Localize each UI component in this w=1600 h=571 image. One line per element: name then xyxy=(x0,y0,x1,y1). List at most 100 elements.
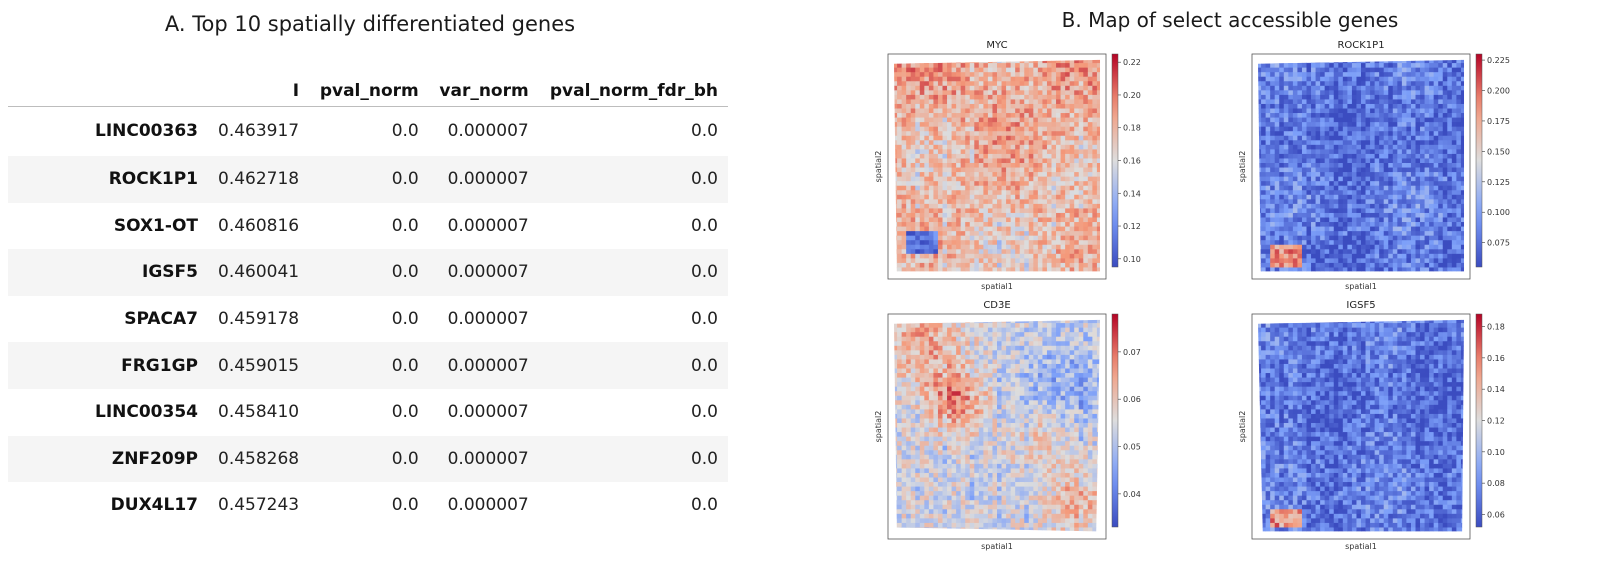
tissue-cell xyxy=(1279,172,1285,178)
tissue-cell xyxy=(1415,90,1421,96)
tissue-cell xyxy=(997,262,1002,268)
tissue-cell xyxy=(1006,163,1012,168)
tissue-cell xyxy=(1033,153,1039,159)
tissue-cell xyxy=(1069,235,1075,241)
tissue-cell xyxy=(951,131,957,137)
tissue-cell xyxy=(1429,144,1435,150)
tissue-cell xyxy=(1406,194,1412,200)
colorbar xyxy=(1111,53,1119,268)
tissue-cell xyxy=(1010,67,1016,73)
tissue-cell xyxy=(933,153,939,159)
tissue-cell xyxy=(969,67,975,73)
tissue-cell xyxy=(1033,226,1039,232)
tissue-cell xyxy=(1429,217,1435,223)
tissue-cell xyxy=(933,181,939,187)
tissue-cell xyxy=(1379,231,1385,237)
tissue-cell xyxy=(1410,59,1416,64)
tissue-cell xyxy=(1074,258,1080,264)
tissue-cell xyxy=(1460,90,1465,96)
tissue-cell xyxy=(894,76,898,82)
tissue-cell xyxy=(1401,158,1407,164)
tissue-cell xyxy=(1087,172,1093,178)
tissue-cell xyxy=(937,181,943,187)
tissue-cell xyxy=(1410,212,1416,218)
tissue-cell xyxy=(1324,253,1330,259)
tissue-cell xyxy=(1006,167,1012,173)
tissue-cell xyxy=(901,345,907,351)
tissue-cell xyxy=(1092,131,1098,137)
tissue-cell xyxy=(1379,144,1385,150)
tissue-cell xyxy=(951,135,957,141)
tissue-cell xyxy=(1442,199,1448,205)
tissue-cell xyxy=(1265,81,1271,87)
tissue-cell xyxy=(1379,122,1385,128)
tissue-cell xyxy=(1351,90,1357,96)
tissue-cell xyxy=(1433,122,1439,128)
tissue-cell xyxy=(1420,126,1425,132)
tissue-cell xyxy=(1361,199,1366,205)
tissue-cell xyxy=(947,267,952,272)
tissue-cell xyxy=(1069,59,1075,64)
tissue-cell xyxy=(1274,76,1280,82)
tissue-cell xyxy=(1001,67,1007,73)
tissue-cell xyxy=(1429,131,1435,137)
colorbar-tick-label: 0.16 xyxy=(1123,157,1141,166)
tissue-cell xyxy=(894,418,898,424)
tissue-cell xyxy=(1388,85,1394,91)
tissue-cell xyxy=(910,244,916,250)
tissue-cell xyxy=(933,190,939,196)
tissue-cell xyxy=(1015,135,1021,141)
tissue-cell xyxy=(897,208,903,214)
tissue-cell xyxy=(1087,240,1093,246)
tissue-cell xyxy=(1383,190,1389,196)
tissue-cell xyxy=(1329,131,1335,137)
tissue-cell xyxy=(1361,81,1366,87)
column-header-pval-norm: pval_norm xyxy=(309,80,429,107)
tissue-cell xyxy=(1429,135,1435,141)
tissue-cell xyxy=(1361,181,1366,187)
tissue-cell xyxy=(1046,231,1052,237)
tissue-cell xyxy=(915,181,921,187)
tissue-cell xyxy=(978,231,984,237)
tissue-cell xyxy=(906,185,912,191)
tissue-cell xyxy=(1301,149,1307,155)
tissue-cell xyxy=(1265,99,1271,105)
tissue-cell xyxy=(1051,194,1057,200)
tissue-cell xyxy=(1447,76,1453,82)
tissue-cell xyxy=(915,85,921,91)
tissue-cell xyxy=(1356,181,1362,187)
tissue-cell xyxy=(1033,181,1039,187)
tissue-cell xyxy=(978,222,984,227)
tissue-cell xyxy=(1024,90,1030,96)
tissue-cell xyxy=(1024,208,1030,214)
tissue-cell xyxy=(1306,158,1312,164)
tissue-cell xyxy=(969,172,975,178)
tissue-cell xyxy=(1087,113,1093,118)
tissue-cell xyxy=(1447,203,1453,209)
tissue-cell xyxy=(956,249,962,255)
tissue-cell xyxy=(987,117,993,123)
tissue-cell xyxy=(1401,244,1407,250)
tissue-cell xyxy=(1074,185,1080,191)
tissue-cell xyxy=(894,103,898,109)
tissue-cell xyxy=(1442,267,1448,272)
tissue-cell xyxy=(906,176,912,182)
tissue-cell xyxy=(1420,199,1425,205)
tissue-cell xyxy=(1292,253,1298,259)
tissue-cell xyxy=(1456,103,1462,109)
tissue-cell xyxy=(1056,212,1061,218)
tissue-cell xyxy=(1347,158,1353,164)
tissue-cell xyxy=(1092,249,1098,255)
tissue-cell xyxy=(1374,117,1380,123)
tissue-cell xyxy=(1074,135,1080,141)
tissue-cell xyxy=(1324,90,1330,96)
tissue-cell xyxy=(1001,94,1007,100)
tissue-cell xyxy=(1442,72,1448,78)
tissue-cell xyxy=(1456,167,1462,173)
tissue-cell xyxy=(1078,113,1084,118)
tissue-cell xyxy=(1374,267,1380,272)
tissue-cell xyxy=(1270,99,1276,105)
tissue-cell xyxy=(978,113,984,118)
tissue-cell xyxy=(1338,226,1344,232)
tissue-cell xyxy=(1397,258,1403,264)
